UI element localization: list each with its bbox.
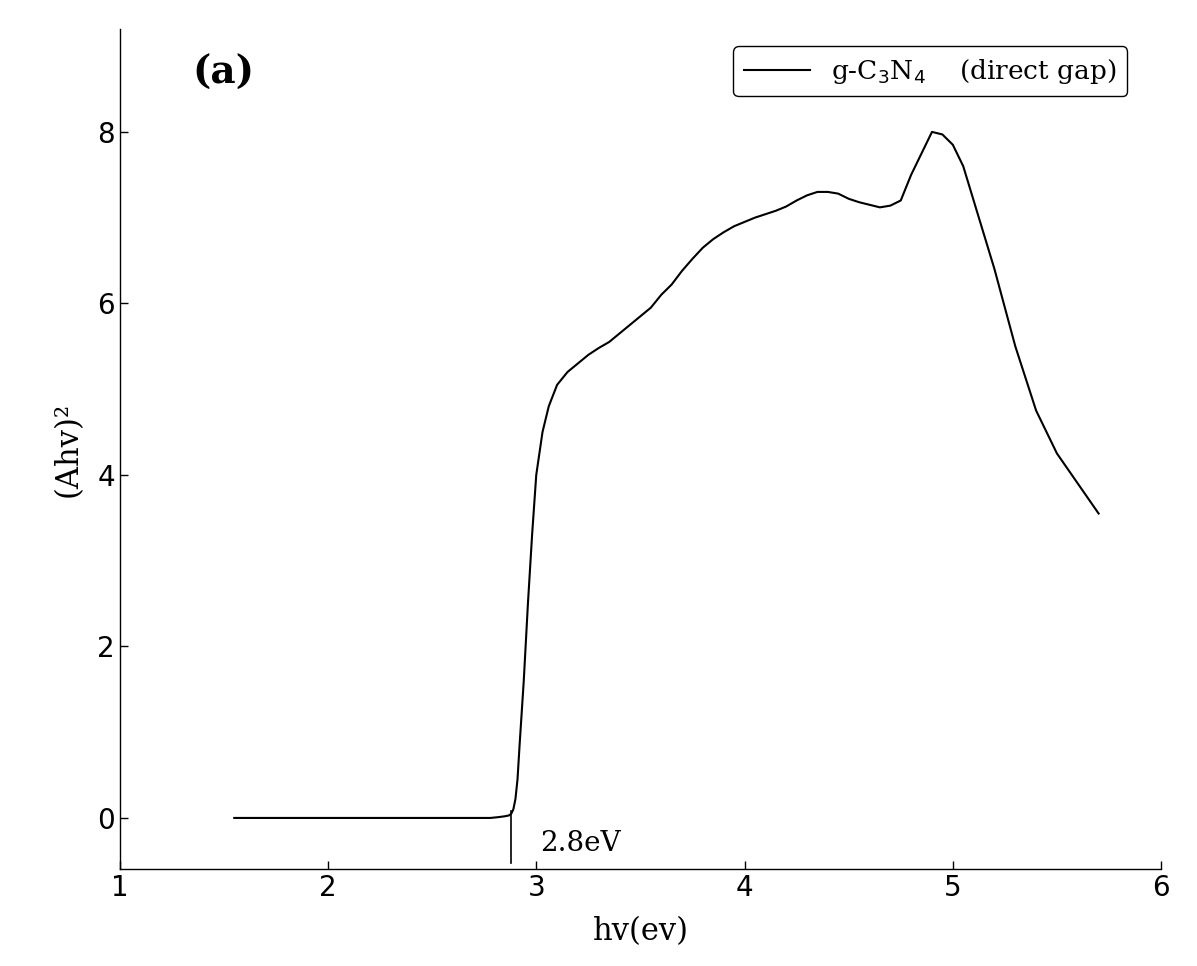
Text: (a): (a) <box>193 54 255 92</box>
Y-axis label: (Ahv)²: (Ahv)² <box>53 402 84 497</box>
X-axis label: hv(ev): hv(ev) <box>593 916 688 947</box>
Text: 2.8eV: 2.8eV <box>540 830 621 857</box>
Legend: g-C$_3$N$_4$    (direct gap): g-C$_3$N$_4$ (direct gap) <box>734 46 1128 97</box>
